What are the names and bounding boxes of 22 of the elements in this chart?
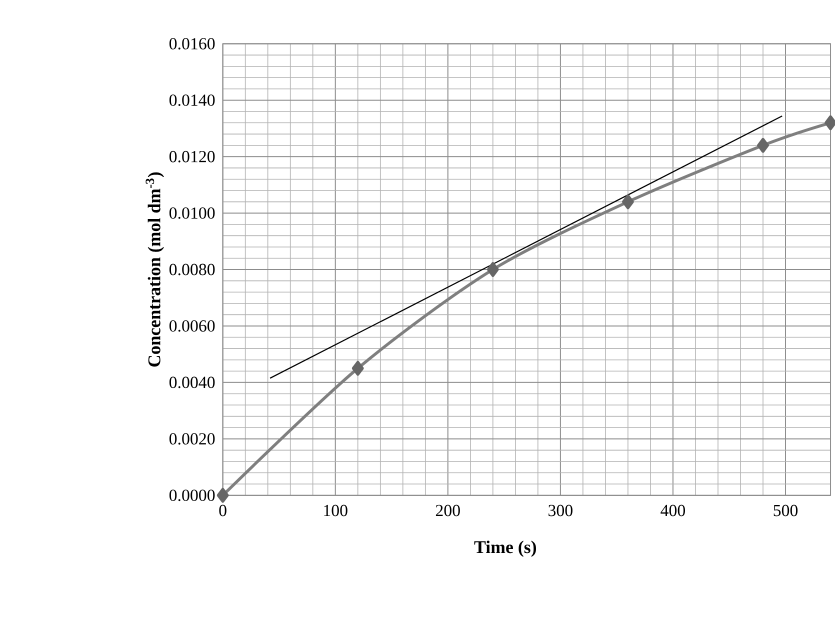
point [757,138,769,153]
y-tick-label: 0.0100 [169,208,215,220]
y-tick-label: 0.0140 [169,94,215,106]
x-tick-label: 100 [324,504,348,516]
y-axis-title: Concentration (mol dm$^{-3}$) [146,172,164,367]
y-tick-label: 0.0120 [169,151,215,163]
y-tick-label: 0.0020 [169,433,215,445]
point [486,262,499,278]
y-tick-label: 0.0060 [169,320,215,332]
y-tick-label: 0.0080 [169,264,215,276]
y-tick-label: 0.0000 [169,490,215,502]
y-tick-label: 0.0160 [169,38,215,50]
x-tick-label: 200 [436,504,460,516]
point [622,194,634,210]
x-tick-label: 400 [660,504,686,516]
x-tick-label: 0 [219,504,226,516]
x-tick-label: 300 [548,504,572,516]
point [216,488,229,503]
point [352,361,364,376]
x-axis-title: Time (s) [474,540,536,558]
y-tick-label: 0.0040 [169,376,215,388]
x-tick-label: 500 [774,504,798,516]
